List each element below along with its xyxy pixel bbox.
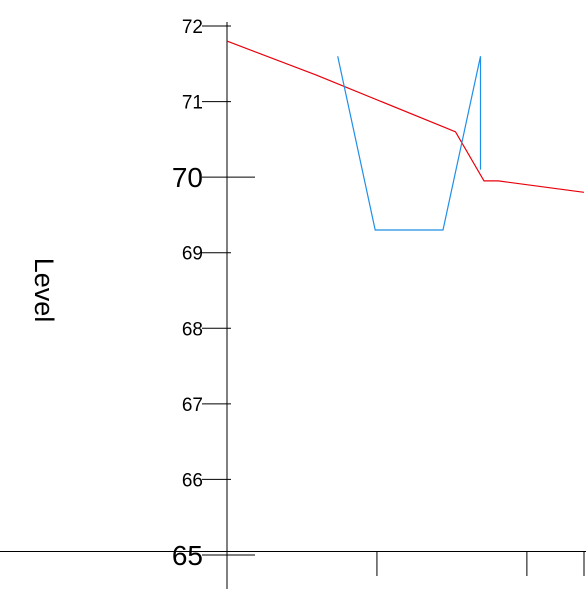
x-axis-ticks <box>226 551 585 576</box>
y-tick-label: 69 <box>182 244 203 265</box>
y-axis-title: Level <box>29 258 59 323</box>
series-lines <box>226 40 585 231</box>
y-tick-label: 72 <box>182 17 203 38</box>
y-tick-label: 71 <box>182 93 203 114</box>
series-line-1 <box>226 40 585 193</box>
y-tick-label: 67 <box>182 395 203 416</box>
y-tick-label: 66 <box>182 470 203 491</box>
series-line-2 <box>337 56 482 231</box>
y-tick-label: 70 <box>172 162 203 193</box>
y-axis-ticks: 72 71 70 69 68 67 66 65 <box>172 17 255 571</box>
plot-area: 72 71 70 69 68 67 66 65 <box>0 17 586 589</box>
y-tick-label: 68 <box>182 319 203 340</box>
y-tick-label: 65 <box>172 540 203 571</box>
